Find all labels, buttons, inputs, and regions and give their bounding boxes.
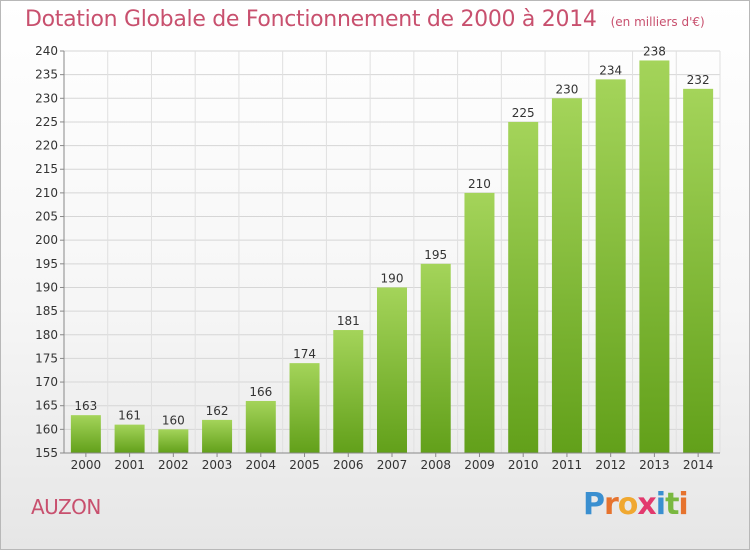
logo-letter: i: [655, 487, 666, 522]
y-tick-label: 185: [35, 304, 58, 318]
data-label: 181: [337, 314, 360, 328]
y-tick-label: 180: [35, 328, 58, 342]
bar: [639, 60, 670, 453]
chart-subtitle: (en milliers d'€): [610, 15, 705, 29]
data-label: 190: [381, 271, 404, 285]
y-tick-label: 160: [35, 422, 58, 436]
x-tick-label: 2014: [683, 458, 714, 472]
bar: [289, 363, 320, 453]
logo-letter: P: [583, 487, 605, 522]
bar: [508, 121, 539, 454]
x-tick-label: 2003: [202, 458, 233, 472]
bar: [245, 400, 276, 453]
x-tick-label: 2000: [71, 458, 102, 472]
bar: [551, 98, 582, 453]
data-label: 195: [424, 248, 447, 262]
bars: [70, 60, 714, 454]
y-tick-label: 200: [35, 233, 58, 247]
x-tick-label: 2011: [552, 458, 583, 472]
bar: [683, 88, 714, 453]
x-tick-label: 2013: [639, 458, 670, 472]
x-tick-label: 2009: [464, 458, 495, 472]
y-tick-label: 210: [35, 186, 58, 200]
x-tick-label: 2004: [246, 458, 277, 472]
x-tick-label: 2008: [420, 458, 451, 472]
data-label: 162: [206, 404, 229, 418]
bar: [595, 79, 626, 454]
data-label: 232: [687, 73, 710, 87]
axes: 155 160 165 170 175 180 185 190 195 200 205 210 215 2…: [35, 44, 720, 460]
data-label: 234: [599, 63, 622, 77]
commune-name: AUZON: [31, 495, 101, 519]
x-tick-label: 2010: [508, 458, 539, 472]
y-tick-label: 230: [35, 91, 58, 105]
data-label: 238: [643, 44, 666, 58]
y-tick-label: 195: [35, 257, 58, 271]
y-tick-label: 155: [35, 446, 58, 460]
data-label: 210: [468, 177, 491, 191]
bar: [464, 192, 495, 453]
data-label: 225: [512, 106, 535, 120]
data-label: 163: [74, 399, 97, 413]
labels: 163 2000 161 2001 160 2002 162 2003 166 2004 174 20…: [71, 44, 714, 472]
logo-letter: r: [604, 487, 619, 522]
y-tick-label: 170: [35, 375, 58, 389]
x-tick-label: 2001: [114, 458, 145, 472]
bar: [202, 419, 233, 453]
logo-letter: x: [637, 487, 656, 522]
x-tick-label: 2005: [289, 458, 320, 472]
bar: [158, 429, 189, 453]
x-tick-label: 2007: [377, 458, 408, 472]
chart-title: Dotation Globale de Fonctionnement de 20…: [25, 7, 597, 32]
logo-letter: o: [617, 487, 639, 522]
data-label: 174: [293, 347, 316, 361]
y-tick-label: 165: [35, 399, 58, 413]
proxiti-logo: Proxiti: [583, 487, 689, 522]
y-tick-label: 215: [35, 162, 58, 176]
bar: [377, 287, 407, 453]
data-label: 230: [555, 82, 578, 96]
y-tick-label: 240: [35, 44, 58, 58]
title-row: Dotation Globale de Fonctionnement de 20…: [25, 7, 705, 32]
logo-letter: t: [665, 487, 679, 522]
data-label: 161: [118, 409, 141, 423]
data-label: 166: [249, 385, 272, 399]
data-label: 160: [162, 413, 185, 427]
bar: [420, 263, 451, 453]
y-tick-label: 225: [35, 115, 58, 129]
x-tick-label: 2002: [158, 458, 189, 472]
y-tick-label: 190: [35, 280, 58, 294]
x-tick-label: 2012: [595, 458, 626, 472]
logo-letter: i: [678, 487, 688, 522]
y-tick-label: 205: [35, 210, 58, 224]
bar: [114, 424, 145, 453]
y-tick-label: 175: [35, 351, 58, 365]
bar: [70, 415, 101, 453]
x-tick-label: 2006: [333, 458, 364, 472]
bar: [333, 330, 364, 453]
y-tick-label: 235: [35, 68, 58, 82]
y-tick-label: 220: [35, 139, 58, 153]
